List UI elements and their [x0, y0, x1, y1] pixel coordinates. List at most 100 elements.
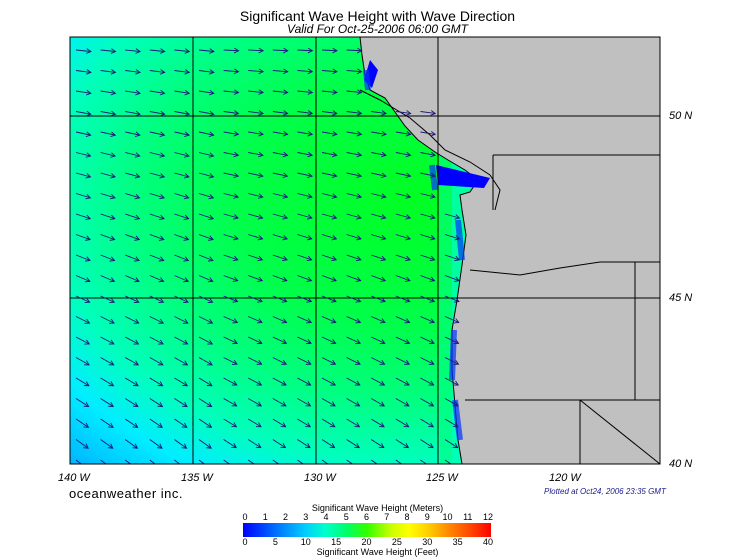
wave-arrow-head [405, 463, 407, 464]
wave-arrow [223, 336, 238, 344]
wave-arrow-head [452, 422, 459, 428]
wave-arrow-head [354, 401, 361, 407]
wave-arrow-head [428, 359, 435, 365]
wave-arrow-head [159, 193, 166, 200]
wave-arrow-head [281, 339, 288, 345]
wave-arrow [272, 377, 287, 386]
wave-arrow [174, 377, 188, 387]
wave-arrow-head [159, 131, 166, 137]
wave-arrow [371, 336, 385, 344]
wave-arrow-head [429, 318, 436, 324]
map-subtitle: Valid For Oct-25-2006 06:00 GMT [287, 22, 468, 36]
wave-arrow [371, 111, 387, 114]
wave-arrow [297, 172, 313, 177]
legend-tick: 30 [422, 537, 433, 547]
wave-arrow [321, 377, 336, 386]
wave-arrow-head [231, 401, 238, 407]
wave-arrow [346, 418, 360, 428]
wave-arrow-head [233, 214, 239, 220]
wave-arrow [223, 254, 238, 261]
wave-arrow [75, 459, 83, 464]
wave-arrow [395, 275, 411, 282]
wave-arrow-head [183, 214, 190, 221]
wave-arrow-head [231, 443, 237, 449]
wave-arrow [248, 254, 263, 261]
wave-arrow [248, 316, 263, 323]
wave-arrow [321, 49, 338, 52]
wave-arrow [198, 459, 206, 464]
wave-arrow-head [183, 297, 189, 304]
legend-tick: 0 [242, 537, 248, 547]
wave-arrow-head [109, 277, 116, 283]
wave-arrow-head [157, 360, 164, 366]
wave-arrow [444, 398, 459, 407]
wave-arrow [395, 131, 411, 135]
lon-label-125w: 125 W [426, 472, 458, 484]
wave-arrow-head [403, 401, 410, 407]
wave-arrow-head [257, 297, 264, 303]
wave-arrow [75, 295, 90, 303]
wave-arrow-head [257, 276, 264, 282]
wave-arrow-head [330, 297, 337, 303]
wave-arrow [371, 295, 386, 302]
wave-arrow-head [158, 339, 164, 345]
wave-arrow-head [110, 110, 117, 117]
wave-arrow [346, 193, 362, 198]
wave-arrow-head [258, 130, 264, 137]
wave-arrow-head [108, 381, 115, 387]
wave-arrow [124, 459, 132, 464]
wave-arrow-head [233, 47, 240, 54]
wave-arrow [321, 172, 337, 177]
wave-arrow [198, 357, 213, 366]
wave-arrow [272, 398, 287, 407]
wave-arrow [248, 90, 264, 94]
legend-meters-title: Significant Wave Height (Meters) [311, 503, 444, 513]
wave-arrow [75, 193, 91, 199]
wave-arrow [174, 275, 189, 282]
wave-arrow-head [331, 193, 338, 199]
wave-arrow [420, 111, 436, 114]
wave-arrow [223, 234, 239, 240]
wave-arrow-head [355, 276, 362, 282]
wave-arrow [100, 398, 114, 407]
wave-arrow [395, 357, 410, 365]
wave-arrow-head [454, 235, 461, 241]
wave-arrow-head [132, 401, 139, 408]
wave-arrow-head [133, 277, 140, 283]
wave-arrow-head [330, 318, 337, 324]
wave-arrow [198, 398, 212, 407]
wave-arrow [149, 295, 164, 303]
wave-arrow-head [403, 443, 410, 449]
wave-arrow-head [258, 47, 265, 54]
wave-arrow [321, 152, 337, 156]
wave-arrow [100, 357, 114, 366]
wave-arrow [346, 131, 362, 135]
wave-arrow-head [231, 422, 238, 428]
wave-arrow [125, 234, 140, 241]
wave-arrow-head [332, 463, 333, 464]
wave-arrow [124, 357, 139, 366]
legend-feet-title: Significant Wave Height (Feet) [316, 547, 439, 557]
wave-arrow [149, 111, 165, 115]
wave-arrow-head [455, 463, 456, 464]
wave-arrow-head [380, 172, 387, 179]
wave-arrow [75, 49, 91, 52]
wave-arrow-head [258, 151, 264, 158]
wave-arrow-head [356, 47, 363, 54]
wave-arrow-head [158, 297, 165, 304]
wave-arrow-head [428, 401, 435, 407]
wave-arrow-head [159, 152, 166, 158]
wave-arrow [395, 234, 411, 240]
wave-arrow [395, 172, 411, 177]
wave-arrow-head [159, 110, 166, 117]
wave-arrow-head [184, 69, 191, 75]
wave-arrow [198, 111, 214, 115]
wave-arrow [321, 131, 337, 135]
wave-arrow [223, 152, 239, 156]
wave-arrow-head [307, 172, 313, 179]
wave-arrow-head [134, 235, 141, 241]
wave-arrow-head [85, 193, 92, 200]
wave-arrow [297, 131, 313, 135]
wave-arrow-head [84, 318, 91, 324]
wave-arrow [371, 254, 386, 261]
